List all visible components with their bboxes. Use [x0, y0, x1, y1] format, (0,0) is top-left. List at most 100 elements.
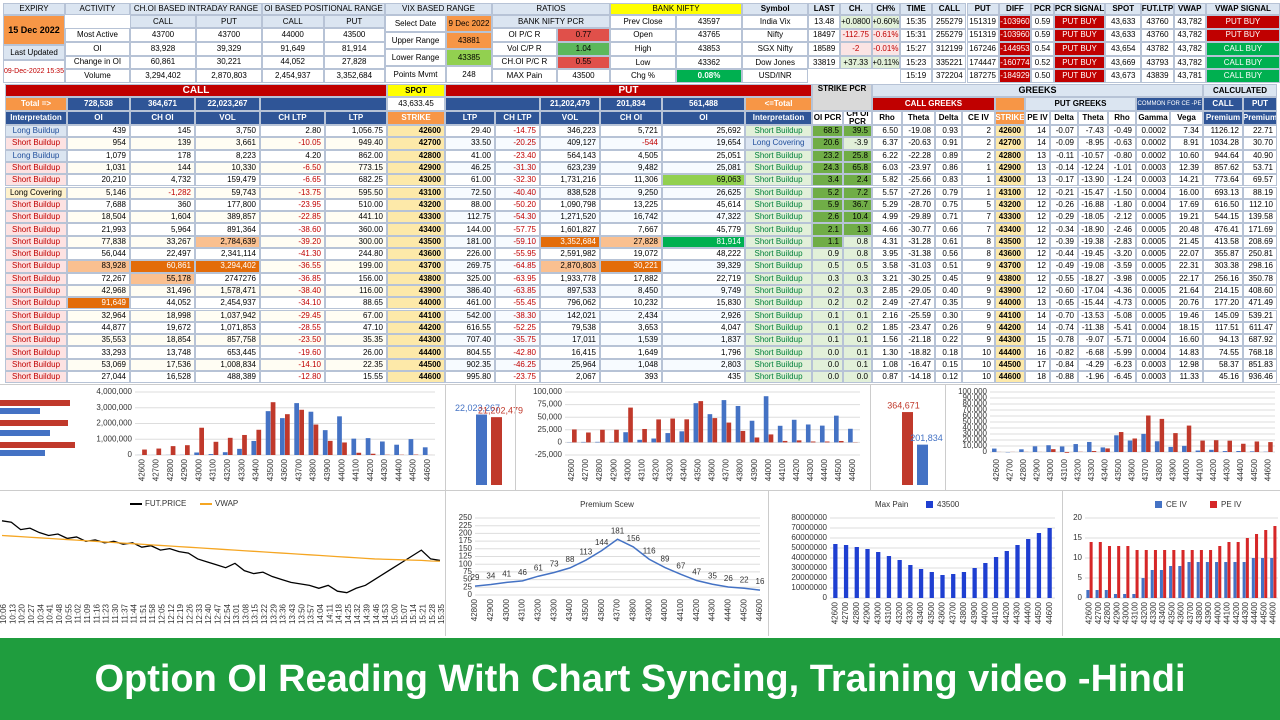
top-cell: USD/INR — [742, 69, 809, 83]
table-cell: 43100 — [387, 186, 445, 199]
table-cell: -38.60 — [260, 223, 325, 236]
x-tick-label: 14:25 — [344, 603, 353, 624]
table-cell: 12 — [1025, 223, 1050, 236]
table-cell: 15,830 — [662, 297, 745, 310]
top-cell: 174447 — [966, 55, 999, 70]
table-cell: 0.8 — [843, 235, 872, 248]
section-call: CALL — [5, 84, 387, 97]
top-cell: 372204 — [932, 69, 967, 83]
table-cell: 1,008,834 — [195, 358, 260, 371]
table-cell: 0.9 — [812, 248, 843, 261]
table-cell: 22.07 — [1170, 248, 1203, 261]
column-header: Theta — [902, 111, 935, 125]
x-tick-label: 43900 — [323, 458, 332, 481]
table-cell: -35.75 — [495, 334, 540, 347]
table-cell: 1,933,778 — [540, 272, 600, 285]
table-cell: 26,625 — [662, 186, 745, 199]
x-tick-label: 10:06 — [0, 603, 8, 624]
y-tick-label: 100,000 — [958, 387, 987, 396]
table-cell: 12 — [1025, 248, 1050, 261]
table-cell: -6.45 — [1108, 371, 1136, 384]
x-tick-label: 12:54 — [223, 603, 232, 624]
table-cell: 611.47 — [1243, 321, 1277, 335]
bar — [843, 545, 849, 598]
bar — [1104, 590, 1108, 598]
table-cell: 8 — [962, 235, 995, 248]
x-tick-label: 11:02 — [74, 603, 83, 623]
table-cell: Short Buildup — [5, 235, 67, 248]
x-tick-label: 44000 — [980, 601, 989, 624]
table-cell: 360 — [130, 198, 195, 212]
bar — [1273, 526, 1277, 598]
table-cell: 44300 — [995, 334, 1025, 347]
table-cell: 18.15 — [1170, 321, 1203, 335]
table-cell: 6.22 — [872, 149, 902, 162]
table-cell: 461.00 — [445, 297, 495, 310]
table-cell: 0.0005 — [1136, 272, 1170, 285]
table-cell: 5 — [962, 198, 995, 212]
table-cell: 653,445 — [195, 346, 260, 359]
y-tick-label: 10000000 — [791, 583, 827, 592]
table-cell: -13.53 — [1078, 309, 1108, 322]
x-tick-label: 42900 — [609, 458, 618, 481]
bar — [1236, 451, 1241, 452]
legend-swatch — [1210, 501, 1217, 508]
table-cell: 55,178 — [130, 272, 195, 285]
table-cell: 2,591,982 — [540, 248, 600, 261]
x-tick-label: 44500 — [409, 458, 418, 481]
table-cell: -46.25 — [495, 358, 540, 371]
x-tick-label: 13:22 — [260, 603, 269, 624]
bar — [854, 547, 859, 598]
table-cell: 44000 — [387, 297, 445, 310]
table-cell: -0.29 — [1050, 211, 1078, 224]
table-cell: 0.0004 — [1136, 321, 1170, 335]
x-tick-label: 44300 — [1241, 601, 1250, 624]
bar — [972, 568, 977, 598]
table-cell: 5.82 — [872, 174, 902, 187]
bar — [1254, 441, 1260, 452]
table-cell: 19,072 — [600, 248, 662, 261]
table-cell: -0.07 — [1050, 125, 1078, 138]
x-tick-label: 42900 — [486, 598, 495, 621]
table-cell: -0.17 — [1050, 174, 1078, 187]
data-label: 61 — [534, 563, 543, 572]
table-cell: 1,604 — [130, 211, 195, 224]
data-label: 22 — [740, 575, 749, 584]
table-cell: 42900 — [387, 161, 445, 175]
table-cell: 1,071,853 — [195, 321, 260, 335]
table-cell: 1,796 — [662, 346, 745, 359]
bar — [1105, 448, 1110, 452]
top-header: CALL — [932, 3, 967, 15]
x-tick-label: 43600 — [597, 598, 606, 621]
x-tick-label: 42800 — [852, 601, 861, 624]
data-label: 34 — [486, 572, 495, 581]
section-call-greeks: CALL GREEKS — [872, 97, 995, 111]
table-cell: 1126.12 — [1203, 125, 1243, 138]
bar — [908, 565, 913, 598]
x-tick-label: 13:29 — [269, 603, 278, 624]
x-tick-label: 42900 — [863, 601, 872, 624]
table-cell: -19.08 — [902, 125, 935, 138]
x-tick-label: 42900 — [1112, 601, 1121, 624]
table-cell: 250.81 — [1243, 248, 1277, 261]
bar — [1159, 570, 1163, 598]
table-cell: 0.71 — [935, 211, 962, 224]
table-cell: -30.77 — [902, 223, 935, 236]
table-cell: 7 — [962, 223, 995, 236]
bar — [1209, 449, 1214, 452]
table-cell: 0.3 — [843, 284, 872, 298]
table-cell: 488,389 — [195, 371, 260, 384]
total-spot: 43,633.45 — [387, 97, 445, 111]
x-tick-label: 43000 — [502, 598, 511, 621]
top-header: FUT.LTP — [1141, 3, 1174, 15]
table-cell: 20.6 — [812, 137, 843, 150]
column-header: Interpretation — [5, 111, 67, 125]
table-cell: 44,052 — [130, 297, 195, 310]
legend-label: VWAP — [215, 499, 238, 508]
table-cell: 45.16 — [1203, 371, 1243, 384]
table-cell: -23.97 — [902, 161, 935, 175]
table-cell: -23.95 — [260, 198, 325, 212]
table-cell: Short Buildup — [5, 137, 67, 150]
x-tick-label: 43700 — [722, 458, 731, 481]
x-tick-label: 44500 — [1250, 458, 1259, 481]
